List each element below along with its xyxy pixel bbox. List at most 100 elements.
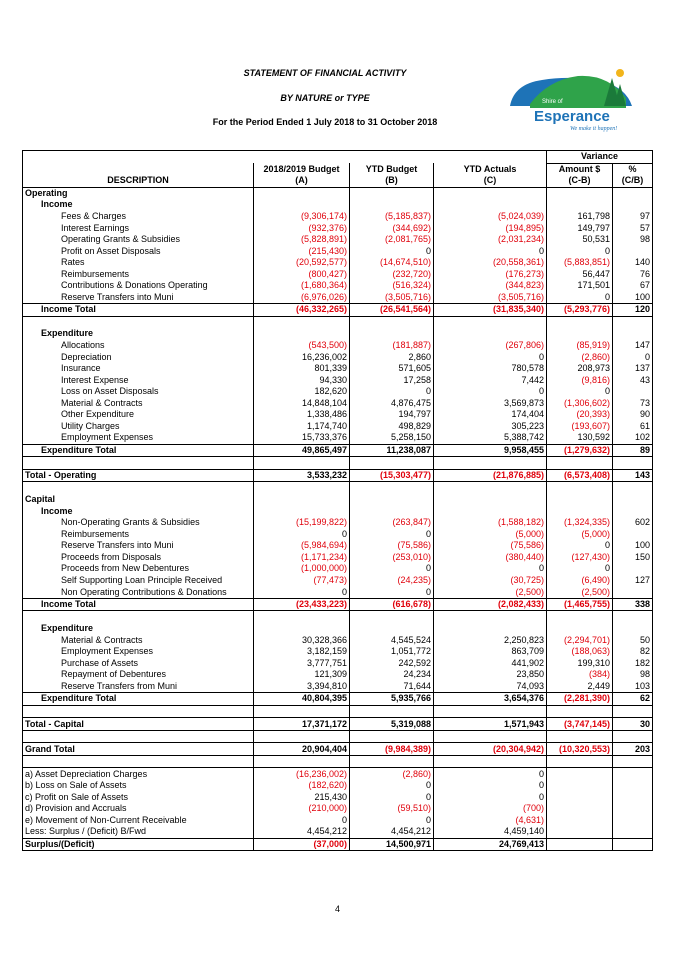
empty-cell [546, 622, 613, 635]
empty-cell [546, 328, 613, 340]
value-cell: (1,465,755) [546, 597, 613, 612]
value-cell: 3,569,873 [433, 397, 547, 410]
empty-cell [612, 328, 653, 340]
value-cell: (9,306,174) [253, 210, 350, 223]
shire-logo: Shire of Esperance We make it happen! [510, 69, 632, 132]
value-cell: 0 [349, 814, 434, 827]
table-row: Income [22, 505, 653, 517]
row-label: Expenditure [22, 328, 254, 340]
value-cell: 14,500,971 [349, 837, 434, 852]
row-label: Non Operating Contributions & Donations [22, 586, 254, 599]
financial-statement-table: Variance 2018/2019 Budget YTD Budget YTD… [22, 150, 653, 852]
value-cell: 5,388,742 [433, 432, 547, 445]
table-row: c) Profit on Sale of Assets 215,430 0 0 [22, 791, 653, 804]
value-cell: (2,860) [546, 351, 613, 363]
value-cell: 199,310 [546, 657, 613, 670]
header-row-titles: 2018/2019 Budget YTD Budget YTD Actuals … [22, 163, 653, 176]
row-label: Rates [22, 256, 254, 269]
empty-cell [612, 316, 653, 329]
value-cell: 174,404 [433, 409, 547, 421]
value-cell: (263,847) [349, 516, 434, 529]
spacer-row [22, 610, 653, 623]
empty-cell [612, 199, 653, 211]
value-cell: 0 [433, 767, 547, 780]
value-cell: 215,430 [253, 791, 350, 804]
table-row: Reserve Transfers into Muni (5,984,694) (7… [22, 540, 653, 552]
value-cell: (1,588,182) [433, 516, 547, 529]
value-cell: 0 [433, 351, 547, 363]
value-cell: (181,887) [349, 339, 434, 352]
value-cell: (182,620) [253, 779, 350, 792]
value-cell: 2,860 [349, 351, 434, 363]
value-cell: 4,459,140 [433, 826, 547, 839]
value-cell: 17,371,172 [253, 717, 350, 731]
amount-header: Amount $ [546, 163, 613, 176]
value-cell: 71,644 [349, 680, 434, 693]
empty-cell [22, 481, 254, 494]
table-row: Income Total (23,433,223) (616,678) (2,082,… [22, 597, 653, 612]
value-cell: 1,174,740 [253, 420, 350, 433]
row-label: e) Movement of Non-Current Receivable [22, 814, 254, 827]
value-cell: (1,000,000) [253, 563, 350, 575]
empty-cell [612, 622, 653, 635]
value-cell: (384) [546, 669, 613, 681]
table-row: Utility Charges 1,174,740 498,829 305,223 (1… [22, 420, 653, 433]
value-cell: 0 [349, 779, 434, 792]
value-cell: 49,865,497 [253, 443, 350, 458]
value-cell: 0 [349, 791, 434, 804]
variance-header: Variance [546, 150, 653, 164]
empty-cell [612, 803, 653, 815]
value-cell: (2,081,765) [349, 233, 434, 246]
value-cell: 1,338,486 [253, 409, 350, 421]
value-cell: (516,324) [349, 280, 434, 292]
value-cell: (932,376) [253, 222, 350, 234]
table-row: Profit on Asset Disposals (215,430) 0 0 0 [22, 245, 653, 257]
value-cell: 3,654,376 [433, 692, 547, 706]
table-row: Fees & Charges (9,306,174) (5,185,837) (5,0… [22, 210, 653, 223]
value-cell: (59,510) [349, 803, 434, 815]
table-row: Rates (20,592,577) (14,674,510) (20,558,361… [22, 256, 653, 269]
empty-cell [253, 610, 350, 623]
table-row: Purchase of Assets 3,777,751 242,592 441,90… [22, 657, 653, 670]
row-label: Non-Operating Grants & Subsidies [22, 516, 254, 529]
row-label: Reserve Transfers from Muni [22, 680, 254, 693]
value-cell: 121,309 [253, 669, 350, 681]
empty-cell [253, 456, 350, 470]
value-cell: 7,442 [433, 374, 547, 386]
row-label: Purchase of Assets [22, 657, 254, 670]
ytd-actuals-header: YTD Actuals [433, 163, 547, 176]
empty-cell [612, 705, 653, 718]
table-row: Expenditure [22, 328, 653, 340]
value-cell: 161,798 [546, 210, 613, 223]
value-cell: 16,236,002 [253, 351, 350, 363]
report-title: STATEMENT OF FINANCIAL ACTIVITY [243, 68, 407, 78]
value-cell: 0 [612, 351, 653, 363]
value-cell: 182,620 [253, 385, 350, 398]
value-cell: (5,883,851) [546, 256, 613, 269]
value-cell [612, 385, 653, 398]
empty-cell [349, 493, 434, 506]
empty-cell [612, 755, 653, 768]
row-label: Reimbursements [22, 528, 254, 541]
value-cell: 127 [612, 574, 653, 587]
budget-header: 2018/2019 Budget [253, 163, 350, 176]
value-cell: (14,674,510) [349, 256, 434, 269]
value-cell: 0 [349, 563, 434, 575]
row-label: Less: Surplus / (Deficit) B/Fwd [22, 826, 254, 839]
value-cell: 30,328,366 [253, 634, 350, 646]
value-cell: 5,258,150 [349, 432, 434, 445]
empty-cell [546, 791, 613, 804]
row-label: Income [22, 505, 254, 517]
value-cell: (2,281,390) [546, 692, 613, 706]
table-row: Interest Expense 94,330 17,258 7,442 (9,816)… [22, 374, 653, 386]
row-label: Proceeds from New Debentures [22, 563, 254, 575]
empty-cell [546, 481, 613, 494]
empty-cell [546, 779, 613, 792]
value-cell: (210,000) [253, 803, 350, 815]
empty-cell [612, 767, 653, 780]
table-row: Income Total (46,332,265) (26,541,564) (31,… [22, 303, 653, 317]
value-cell: 498,829 [349, 420, 434, 433]
table-row: Reimbursements (800,427) (232,720) (176,273… [22, 268, 653, 281]
empty-cell [22, 316, 254, 329]
empty-cell [433, 730, 547, 743]
